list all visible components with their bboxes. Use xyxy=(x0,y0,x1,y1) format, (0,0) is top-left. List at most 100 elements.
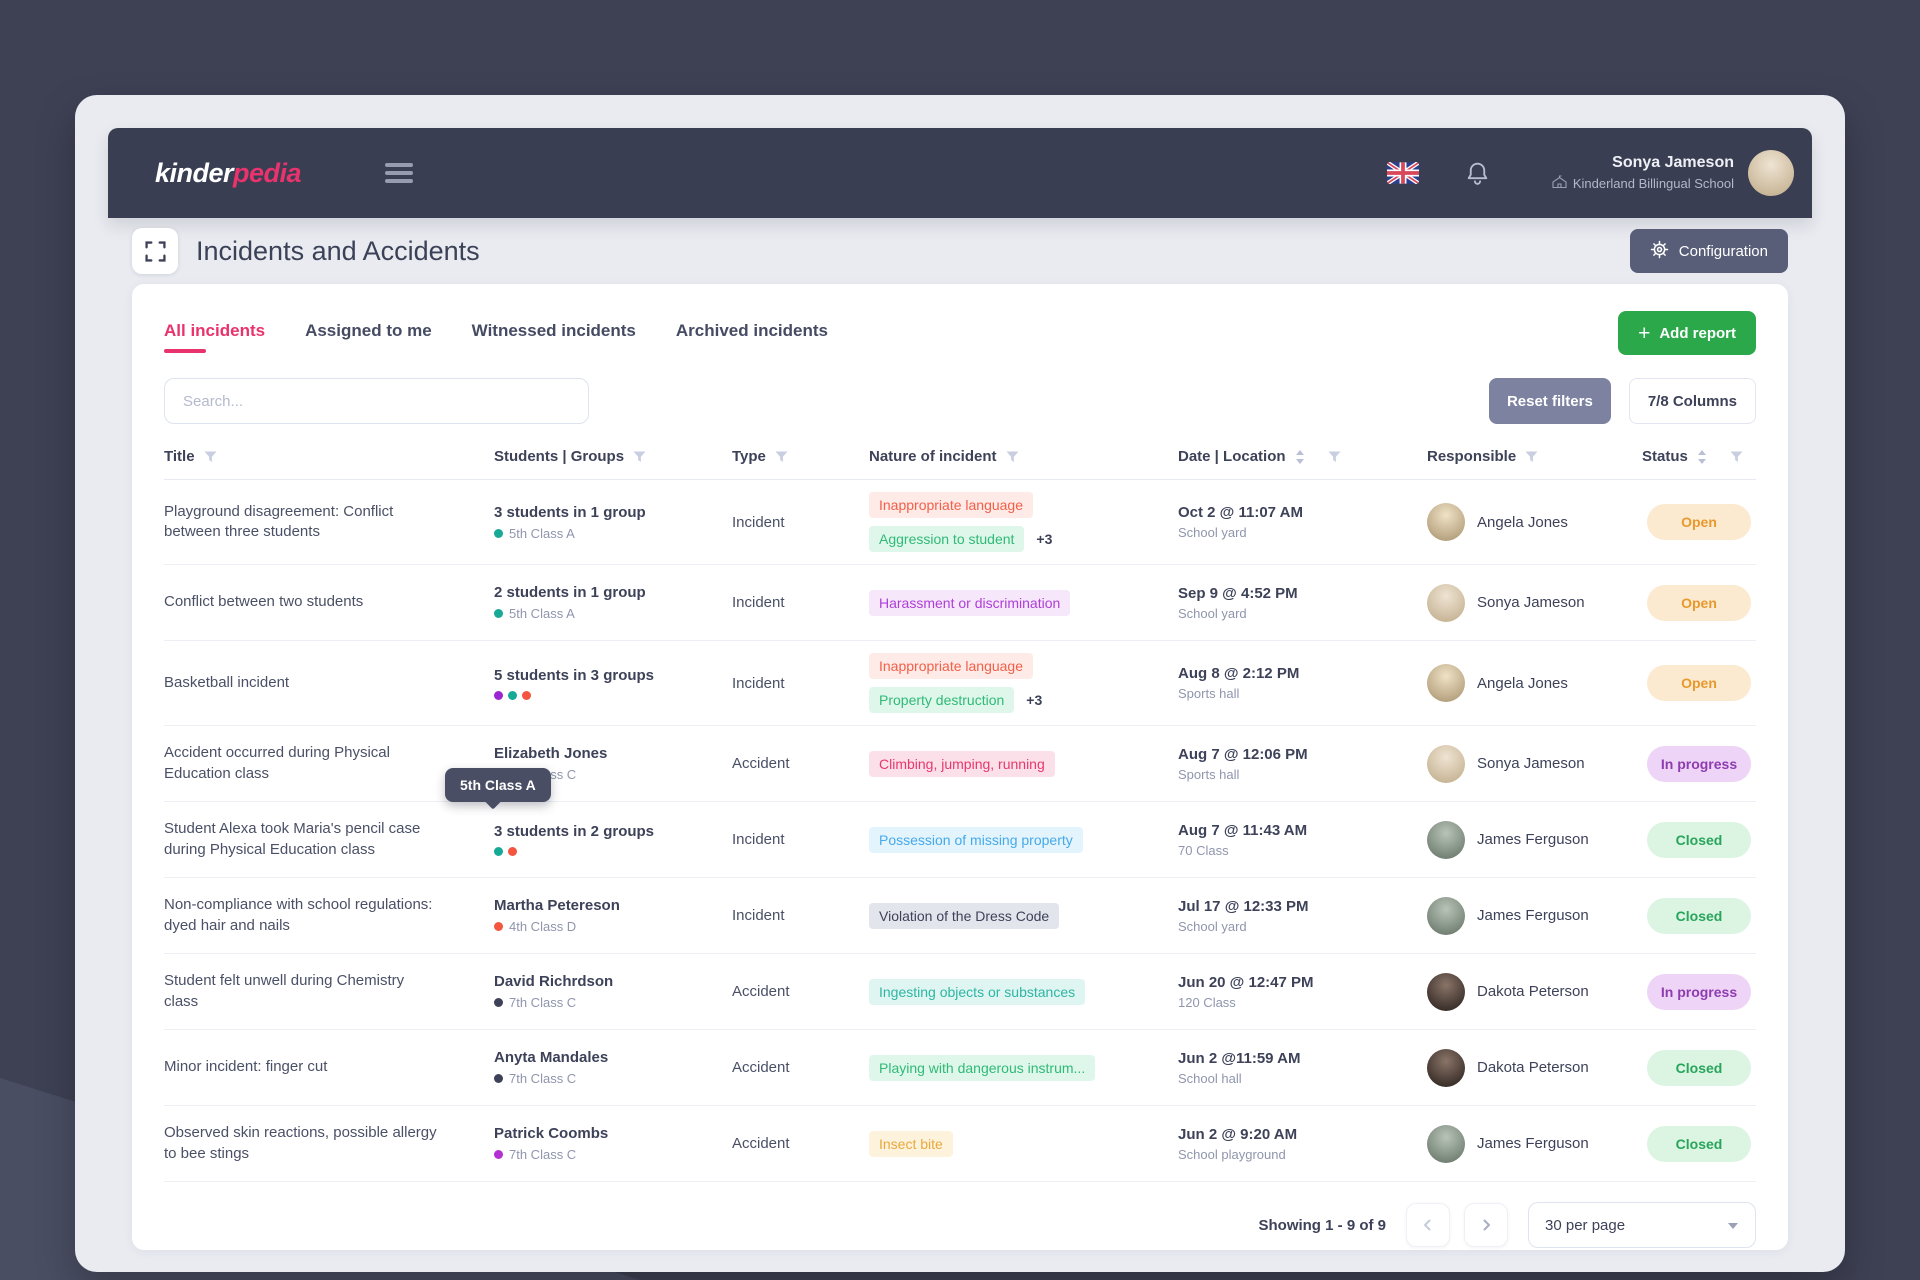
group-color-dot xyxy=(494,1150,503,1159)
table-row[interactable]: Student felt unwell during Chemistry cla… xyxy=(164,954,1756,1030)
group-color-dot xyxy=(494,528,503,538)
incident-location: School yard xyxy=(1178,525,1247,540)
incident-date: Aug 8 @ 2:12 PM xyxy=(1178,665,1300,682)
incident-type: Accident xyxy=(732,1135,790,1152)
column-header-title: Title xyxy=(164,448,494,465)
student-group: 5th Class A xyxy=(494,526,732,541)
incident-location: School hall xyxy=(1178,1070,1242,1086)
incident-date: Jun 20 @ 12:47 PM xyxy=(1178,973,1314,991)
status-badge: Open xyxy=(1647,665,1751,701)
nature-badge: Ingesting objects or substances xyxy=(869,978,1086,1005)
incident-title: Accident occurred during Physical Educat… xyxy=(164,744,390,782)
incident-title: Student Alexa took Maria's pencil case d… xyxy=(164,820,421,858)
incident-date: Aug 7 @ 12:06 PM xyxy=(1178,745,1308,763)
tab-assigned-to-me[interactable]: Assigned to me xyxy=(305,321,432,340)
configuration-label: Configuration xyxy=(1678,242,1768,260)
incident-type: Accident xyxy=(732,983,790,1000)
table-row[interactable]: Conflict between two students 2 students… xyxy=(164,565,1756,641)
table-row[interactable]: Observed skin reactions, possible allerg… xyxy=(164,1106,1756,1182)
status-badge: Open xyxy=(1647,584,1751,621)
filter-icon[interactable] xyxy=(775,451,788,463)
filter-icon[interactable] xyxy=(1006,451,1019,463)
app-panel: kinderpedia Sonya Jameson xyxy=(75,95,1845,1272)
incident-type: Accident xyxy=(732,755,790,772)
nature-badge: Inappropriate language xyxy=(869,492,1034,518)
status-badge: In progress xyxy=(1647,973,1751,1010)
student-group: 7th Class C xyxy=(494,1147,732,1162)
table-row[interactable]: Playground disagreement: Conflict betwee… xyxy=(164,480,1756,565)
columns-button[interactable]: 7/8 Columns xyxy=(1628,378,1756,424)
column-header-date-location: Date | Location xyxy=(1178,448,1427,465)
tab-archived-incidents[interactable]: Archived incidents xyxy=(675,321,828,340)
group-tooltip: 5th Class A xyxy=(445,768,551,802)
avatar xyxy=(1427,820,1465,859)
incident-location: School yard xyxy=(1178,605,1247,621)
filter-icon[interactable] xyxy=(1730,451,1743,463)
avatar xyxy=(1427,583,1465,622)
incident-location: School yard xyxy=(1178,918,1247,934)
filters-bar: Reset filters 7/8 Columns xyxy=(164,378,1756,424)
incident-type: Incident xyxy=(732,513,785,531)
column-header-students-groups: Students | Groups xyxy=(494,448,732,465)
tab-all-incidents[interactable]: All incidents xyxy=(164,321,265,353)
reset-filters-button[interactable]: Reset filters xyxy=(1488,378,1611,424)
incident-title: Non-compliance with school regulations: … xyxy=(164,896,433,934)
per-page-select[interactable]: 30 per page xyxy=(1528,1202,1756,1248)
bell-icon[interactable] xyxy=(1465,160,1490,187)
tab-witnessed-incidents[interactable]: Witnessed incidents xyxy=(471,321,636,340)
chevron-left-icon[interactable] xyxy=(1406,1203,1450,1247)
filter-icon[interactable] xyxy=(633,451,646,463)
uk-flag-icon[interactable] xyxy=(1386,162,1419,184)
filter-icon[interactable] xyxy=(204,451,217,463)
nature-badges: Climbing, jumping, running xyxy=(869,739,1178,789)
chevron-right-icon[interactable] xyxy=(1464,1203,1508,1247)
group-label: 5th Class A xyxy=(509,606,575,621)
incident-location: 120 Class xyxy=(1178,994,1236,1010)
nature-badge: Violation of the Dress Code xyxy=(869,902,1060,929)
responsible-name: Angela Jones xyxy=(1477,513,1568,531)
avatar[interactable] xyxy=(1748,150,1794,196)
students-label: Elizabeth Jones xyxy=(494,745,608,762)
status-badge: Closed xyxy=(1647,897,1751,934)
column-header-responsible: Responsible xyxy=(1427,448,1642,465)
incident-type: Incident xyxy=(732,594,785,611)
nature-extra-count: +3 xyxy=(1026,692,1043,708)
responsible-name: James Ferguson xyxy=(1477,831,1589,848)
hamburger-icon[interactable] xyxy=(385,163,414,183)
nature-badge: Aggression to student xyxy=(869,526,1025,552)
expand-icon[interactable] xyxy=(132,228,178,274)
filter-icon[interactable] xyxy=(1328,451,1341,463)
nature-badge: Inappropriate language xyxy=(869,653,1034,679)
filter-icon[interactable] xyxy=(1525,451,1538,463)
table-row[interactable]: Minor incident: finger cut Anyta Mandale… xyxy=(164,1030,1756,1106)
school-icon xyxy=(1552,175,1567,192)
group-color-dot xyxy=(522,690,531,700)
group-color-dot xyxy=(494,690,503,700)
sort-icon[interactable] xyxy=(1697,449,1707,464)
column-header-status: Status xyxy=(1642,448,1756,465)
sort-icon[interactable] xyxy=(1295,449,1305,464)
table-row[interactable]: Non-compliance with school regulations: … xyxy=(164,878,1756,954)
status-badge: In progress xyxy=(1647,745,1751,782)
column-header-type: Type xyxy=(732,448,869,465)
table-row[interactable]: Accident occurred during Physical Educat… xyxy=(164,726,1756,802)
nature-badges: Violation of the Dress Code xyxy=(869,891,1178,941)
table-row[interactable]: Student Alexa took Maria's pencil case d… xyxy=(164,802,1756,878)
nature-badge: Property destruction xyxy=(869,687,1015,713)
search-input[interactable] xyxy=(164,378,589,424)
add-report-button[interactable]: + Add report xyxy=(1618,311,1756,355)
configuration-button[interactable]: Configuration xyxy=(1629,229,1788,273)
group-label: 4th Class D xyxy=(509,919,577,934)
students-label: 5 students in 3 groups xyxy=(494,666,655,684)
logo-text-accent: pedia xyxy=(233,157,302,188)
students-label: Patrick Coombs xyxy=(494,1125,609,1142)
incident-date: Jun 2 @ 9:20 AM xyxy=(1178,1125,1298,1143)
user-menu[interactable]: Sonya Jameson Kinderland Billingual Scho… xyxy=(1552,154,1734,192)
responsible-name: James Ferguson xyxy=(1477,1135,1589,1152)
table-header: Title Students | Groups Type Nature of i… xyxy=(164,448,1756,480)
table-row[interactable]: Basketball incident 5 students in 3 grou… xyxy=(164,641,1756,726)
incident-location: 70 Class xyxy=(1178,842,1229,858)
incident-title: Conflict between two students xyxy=(164,593,364,611)
student-group: 4th Class D xyxy=(494,919,732,934)
app-bar: kinderpedia Sonya Jameson xyxy=(108,128,1812,218)
